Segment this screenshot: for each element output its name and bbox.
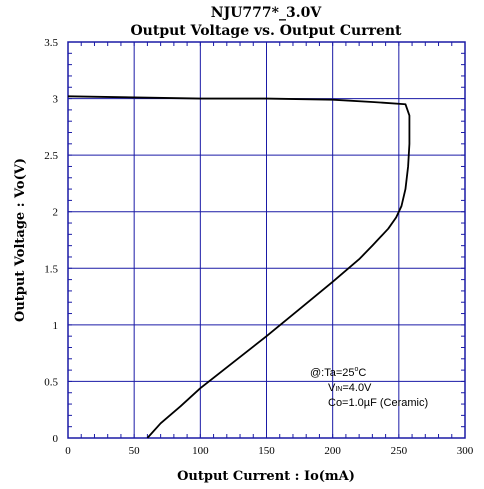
conditions-annotation: @:Ta=25oC VIN=4.0V Co=1.0µF (Ceramic) bbox=[310, 366, 428, 409]
annotation-line-3: Co=1.0µF (Ceramic) bbox=[328, 397, 428, 409]
y-tick-label: 1.5 bbox=[44, 263, 58, 275]
plot-frame bbox=[67, 41, 466, 439]
annotation-line-1: @:Ta=25oC bbox=[310, 366, 366, 379]
chart-title: NJU777*_3.0V bbox=[211, 5, 323, 21]
series-group bbox=[67, 95, 411, 439]
y-ticks: 0 0.5 1 1.5 2 2.5 3 3.5 bbox=[44, 37, 58, 445]
x-tick-label: 150 bbox=[258, 445, 275, 457]
x-tick-label: 250 bbox=[391, 445, 408, 457]
grid bbox=[68, 42, 465, 438]
y-tick-label: 1 bbox=[53, 320, 59, 332]
series-line bbox=[67, 95, 411, 439]
y-axis-label: Output Voltage : Vo(V) bbox=[13, 158, 28, 322]
x-tick-label: 200 bbox=[324, 445, 341, 457]
x-tick-label: 300 bbox=[457, 445, 474, 457]
x-axis-label: Output Current : Io(mA) bbox=[177, 469, 355, 484]
annotation-line-2: VIN=4.0V bbox=[328, 382, 372, 394]
y-tick-label: 0 bbox=[53, 433, 59, 445]
y-tick-label: 2.5 bbox=[44, 150, 58, 162]
y-tick-label: 3.5 bbox=[44, 37, 58, 49]
x-tick-label: 100 bbox=[192, 445, 209, 457]
y-tick-label: 3 bbox=[53, 94, 59, 106]
y-tick-label: 2 bbox=[53, 207, 59, 219]
x-tick-label: 50 bbox=[129, 445, 141, 457]
y-tick-label: 0.5 bbox=[44, 376, 58, 388]
x-tick-label: 0 bbox=[65, 445, 71, 457]
chart-subtitle: Output Voltage vs. Output Current bbox=[130, 23, 402, 39]
x-ticks: 0 50 100 150 200 250 300 bbox=[65, 445, 474, 457]
